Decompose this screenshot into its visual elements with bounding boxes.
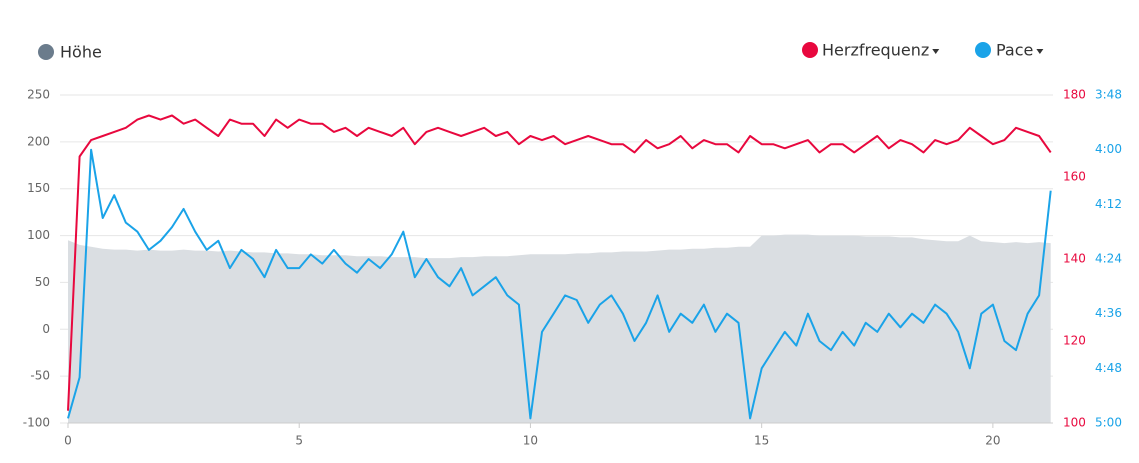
line (67, 148, 1052, 420)
legend-label[interactable]: Höhe (60, 43, 102, 62)
y3-tick-label: 4:12 (1095, 197, 1122, 211)
line (67, 114, 1052, 411)
legend-dot (38, 44, 54, 60)
dropdown-arrow[interactable] (1036, 49, 1044, 54)
legend-label[interactable]: Pace (996, 41, 1033, 60)
y2-tick-label: 100 (1063, 416, 1086, 430)
y2-tick-label: 140 (1063, 252, 1086, 266)
x-tick-label: 20 (985, 434, 1000, 448)
y-tick-label: -50 (30, 369, 50, 383)
area (68, 234, 1051, 423)
y-tick-label: 200 (27, 134, 50, 148)
legend-dot (802, 42, 818, 58)
y2-tick-label: 120 (1063, 334, 1086, 348)
x-tick-label: 5 (295, 434, 303, 448)
legend-item[interactable]: Herzfrequenz (802, 41, 940, 60)
y-tick-label: 150 (27, 181, 50, 195)
y3-tick-label: 5:00 (1095, 416, 1122, 430)
y-tick-label: 0 (42, 322, 50, 336)
y3-tick-label: 3:48 (1095, 88, 1122, 102)
y3-tick-label: 4:24 (1095, 252, 1122, 266)
legend-item[interactable]: Höhe (38, 43, 102, 62)
y3-tick-label: 4:36 (1095, 306, 1122, 320)
y-tick-label: 50 (35, 275, 50, 289)
legend: Höhe Herzfrequenz Pace (38, 41, 1044, 62)
y3-tick-label: 4:48 (1095, 361, 1122, 375)
y3-tick-label: 4:00 (1095, 142, 1122, 156)
legend-dot (975, 42, 991, 58)
legend-label[interactable]: Herzfrequenz (822, 41, 929, 60)
dropdown-arrow[interactable] (932, 49, 940, 54)
x-tick-label: 15 (754, 434, 769, 448)
x-tick-label: 10 (523, 434, 538, 448)
x-tick-label: 0 (64, 434, 72, 448)
y2-tick-label: 160 (1063, 170, 1086, 184)
y-tick-label: -100 (23, 416, 50, 430)
legend-item[interactable]: Pace (975, 41, 1044, 60)
y2-tick-label: 180 (1063, 88, 1086, 102)
y-tick-label: 250 (27, 88, 50, 102)
y-tick-label: 100 (27, 228, 50, 242)
